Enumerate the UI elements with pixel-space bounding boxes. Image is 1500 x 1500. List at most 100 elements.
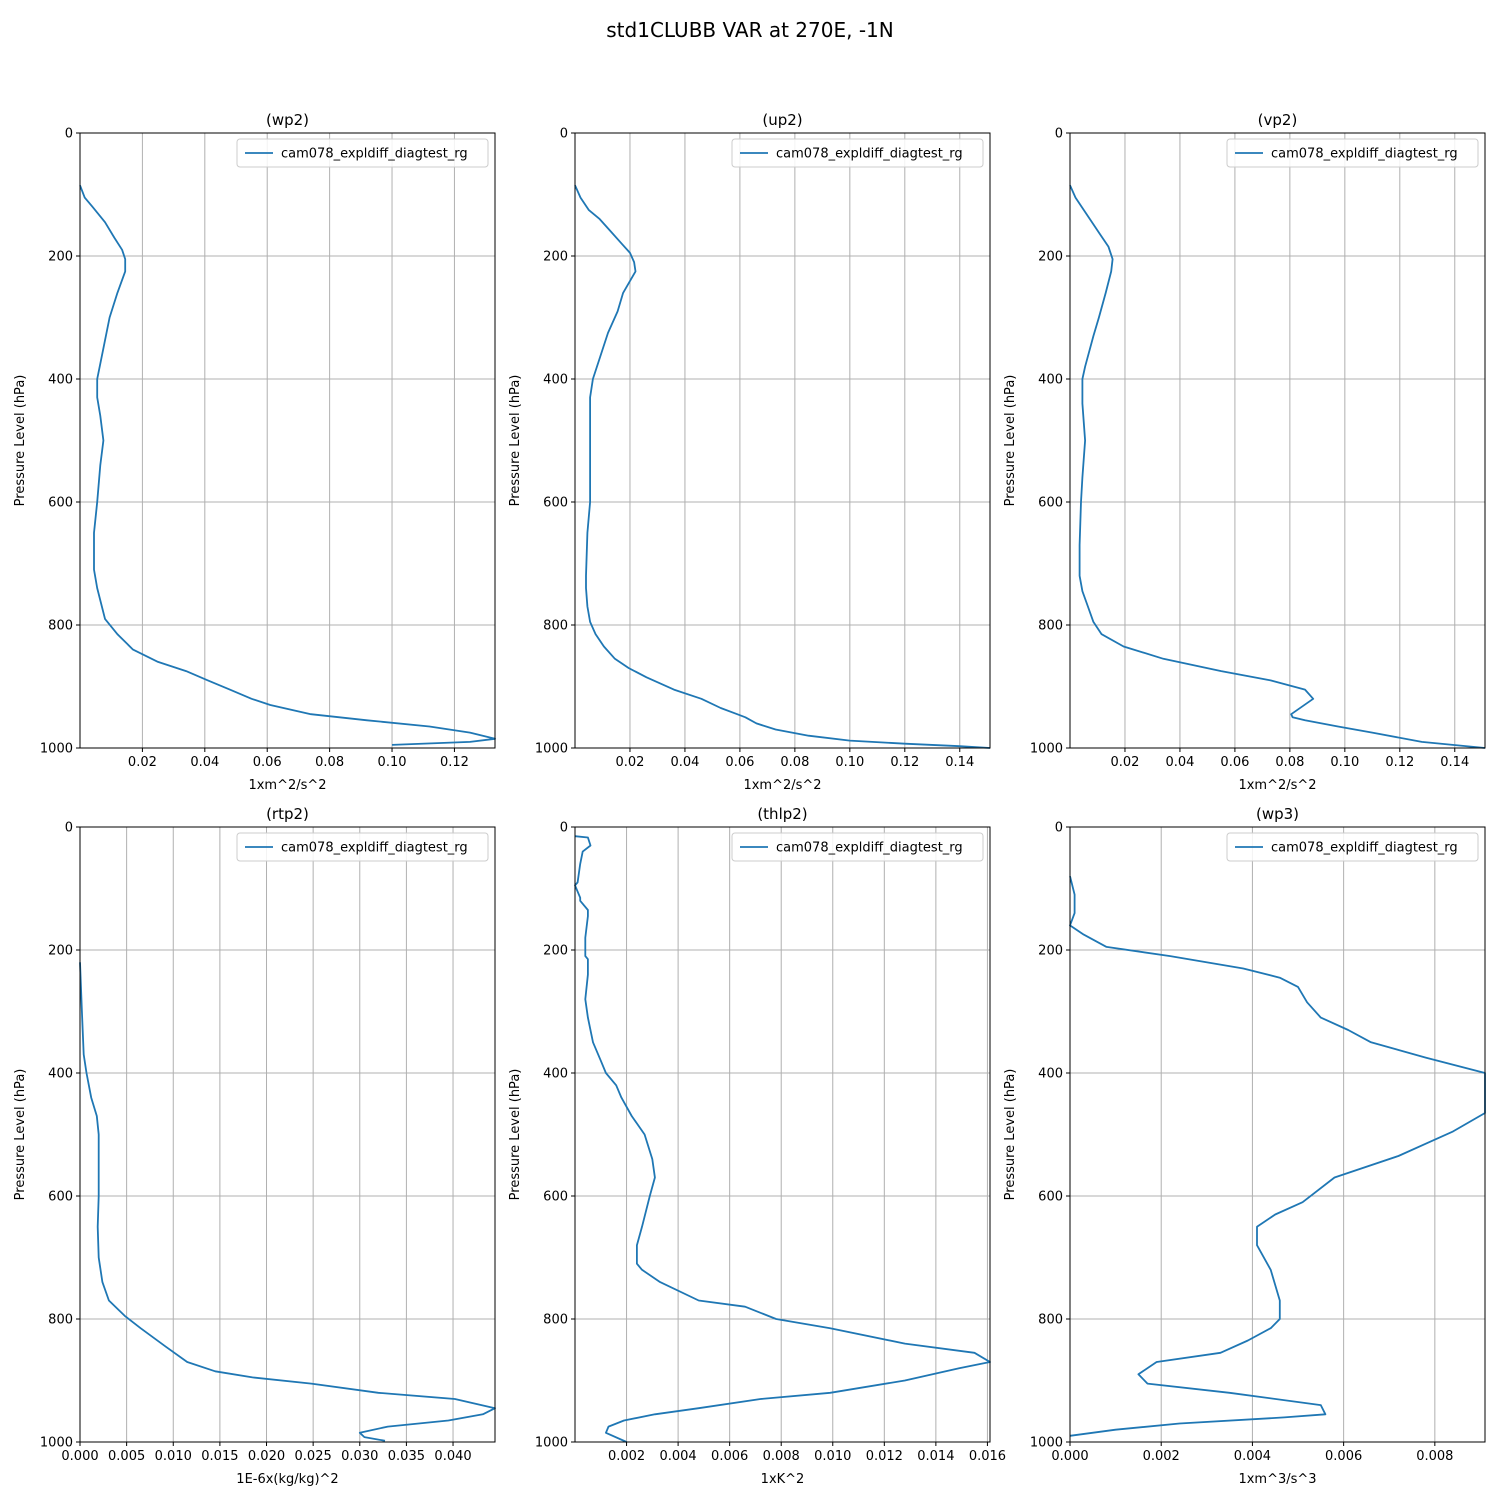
series-line [574,184,991,749]
x-tick-label: 0.010 [155,1449,192,1464]
x-tick-label: 0.000 [61,1449,98,1464]
y-tick-label: 1000 [40,742,73,757]
x-tick-label: 0.04 [670,755,699,770]
y-axis-label: Pressure Level (hPa) [1003,1069,1018,1201]
y-tick-label: 200 [48,250,73,265]
plot-frame [79,826,496,1443]
legend: cam078_expldiff_diagtest_rg [1226,138,1479,168]
plot-frame [1069,132,1486,749]
x-tick-label: 0.002 [608,1449,645,1464]
y-axis-label: Pressure Level (hPa) [13,375,28,507]
y-tick-label: 1000 [535,1436,568,1451]
legend-label: cam078_expldiff_diagtest_rg [776,841,963,856]
x-tick-label: 0.012 [866,1449,903,1464]
panel-title: (rtp2) [266,805,309,823]
panel-title: (thlp2) [757,805,807,823]
x-tick-label: 0.006 [711,1449,748,1464]
x-tick-label: 0.005 [108,1449,145,1464]
y-tick-label: 200 [543,944,568,959]
x-tick-label: 0.14 [945,755,974,770]
x-tick-label: 0.002 [1143,1449,1180,1464]
figure-title: std1CLUBB VAR at 270E, -1N [606,18,893,42]
chart-panel-vp2: 0.02 0.04 0.06 0.08 0.10 0.12 0.14 0 200 400 600 80… [1003,111,1486,793]
y-tick-label: 600 [48,496,73,511]
panels: 0.02 0.04 0.06 0.08 0.10 0.12 0 200 400 600 800 100… [13,111,1486,1487]
legend-box [731,832,984,862]
x-tick-label: 0.015 [201,1449,238,1464]
y-axis-label: Pressure Level (hPa) [13,1069,28,1201]
x-tick-label: 0.030 [341,1449,378,1464]
y-tick-label: 1000 [535,742,568,757]
x-tick-label: 0.06 [253,755,282,770]
x-tick-label: 0.04 [190,755,219,770]
x-tick-label: 0.008 [1416,1449,1453,1464]
chart-panel-thlp2: 0.002 0.004 0.006 0.008 0.010 0.012 0.014 0.016… [508,805,1006,1487]
panel-title: (wp2) [266,111,309,129]
x-tick-label: 0.035 [388,1449,425,1464]
chart-panel-up2: 0.02 0.04 0.06 0.08 0.10 0.12 0.14 0 200 400 600 80… [508,111,991,793]
y-tick-label: 200 [543,250,568,265]
y-tick-label: 800 [48,1313,73,1328]
legend: cam078_expldiff_diagtest_rg [236,832,489,862]
x-tick-label: 0.040 [434,1449,471,1464]
y-tick-label: 400 [1038,373,1063,388]
y-tick-label: 200 [1038,944,1063,959]
x-tick-label: 0.02 [615,755,644,770]
y-tick-label: 800 [48,619,73,634]
x-tick-label: 0.02 [128,755,157,770]
y-tick-label: 600 [543,496,568,511]
x-tick-label: 0.004 [659,1449,696,1464]
legend-label: cam078_expldiff_diagtest_rg [281,841,468,856]
x-tick-label: 0.12 [440,755,469,770]
legend: cam078_expldiff_diagtest_rg [731,832,984,862]
x-tick-label: 0.10 [835,755,864,770]
series-line [574,835,991,1443]
legend: cam078_expldiff_diagtest_rg [236,138,489,168]
y-tick-label: 800 [543,619,568,634]
x-tick-label: 0.14 [1440,755,1469,770]
panel-title: (wp3) [1256,805,1299,823]
x-tick-label: 0.025 [295,1449,332,1464]
legend-label: cam078_expldiff_diagtest_rg [1271,147,1458,162]
y-axis-label: Pressure Level (hPa) [508,375,523,507]
y-tick-label: 1000 [40,1436,73,1451]
x-tick-label: 0.016 [969,1449,1006,1464]
y-tick-label: 0 [1055,821,1063,836]
legend-box [236,138,489,168]
y-tick-label: 0 [65,127,73,142]
x-axis-label: 1xm^3/s^3 [1238,1472,1316,1487]
x-tick-label: 0.020 [248,1449,285,1464]
chart-panel-wp2: 0.02 0.04 0.06 0.08 0.10 0.12 0 200 400 600 800 100… [13,111,496,793]
plot-frame [574,132,991,749]
y-tick-label: 200 [1038,250,1063,265]
legend-box [731,138,984,168]
x-tick-label: 0.08 [315,755,344,770]
y-tick-label: 800 [1038,1313,1063,1328]
y-tick-label: 600 [48,1190,73,1205]
legend-label: cam078_expldiff_diagtest_rg [776,147,963,162]
x-tick-label: 0.010 [814,1449,851,1464]
y-tick-label: 400 [48,373,73,388]
x-axis-label: 1xm^2/s^2 [1238,778,1316,793]
series-line [79,184,496,746]
y-tick-label: 400 [48,1067,73,1082]
y-tick-label: 0 [65,821,73,836]
x-tick-label: 0.008 [763,1449,800,1464]
x-tick-label: 0.04 [1165,755,1194,770]
x-axis-label: 1E-6x(kg/kg)^2 [236,1472,338,1487]
y-tick-label: 800 [1038,619,1063,634]
y-tick-label: 600 [543,1190,568,1205]
y-tick-label: 0 [560,821,568,836]
legend-label: cam078_expldiff_diagtest_rg [1271,841,1458,856]
x-tick-label: 0.08 [780,755,809,770]
chart-panel-rtp2: 0.000 0.005 0.010 0.015 0.020 0.025 0.030 0.035… [13,805,496,1487]
chart-panel-wp3: 0.000 0.002 0.004 0.006 0.008 0 200 400 600 800 10… [1003,805,1486,1487]
x-tick-label: 0.06 [725,755,754,770]
y-tick-label: 800 [543,1313,568,1328]
y-tick-label: 1000 [1030,742,1063,757]
legend-box [1226,832,1479,862]
y-tick-label: 400 [543,1067,568,1082]
x-tick-label: 0.10 [378,755,407,770]
series-line [79,962,496,1442]
